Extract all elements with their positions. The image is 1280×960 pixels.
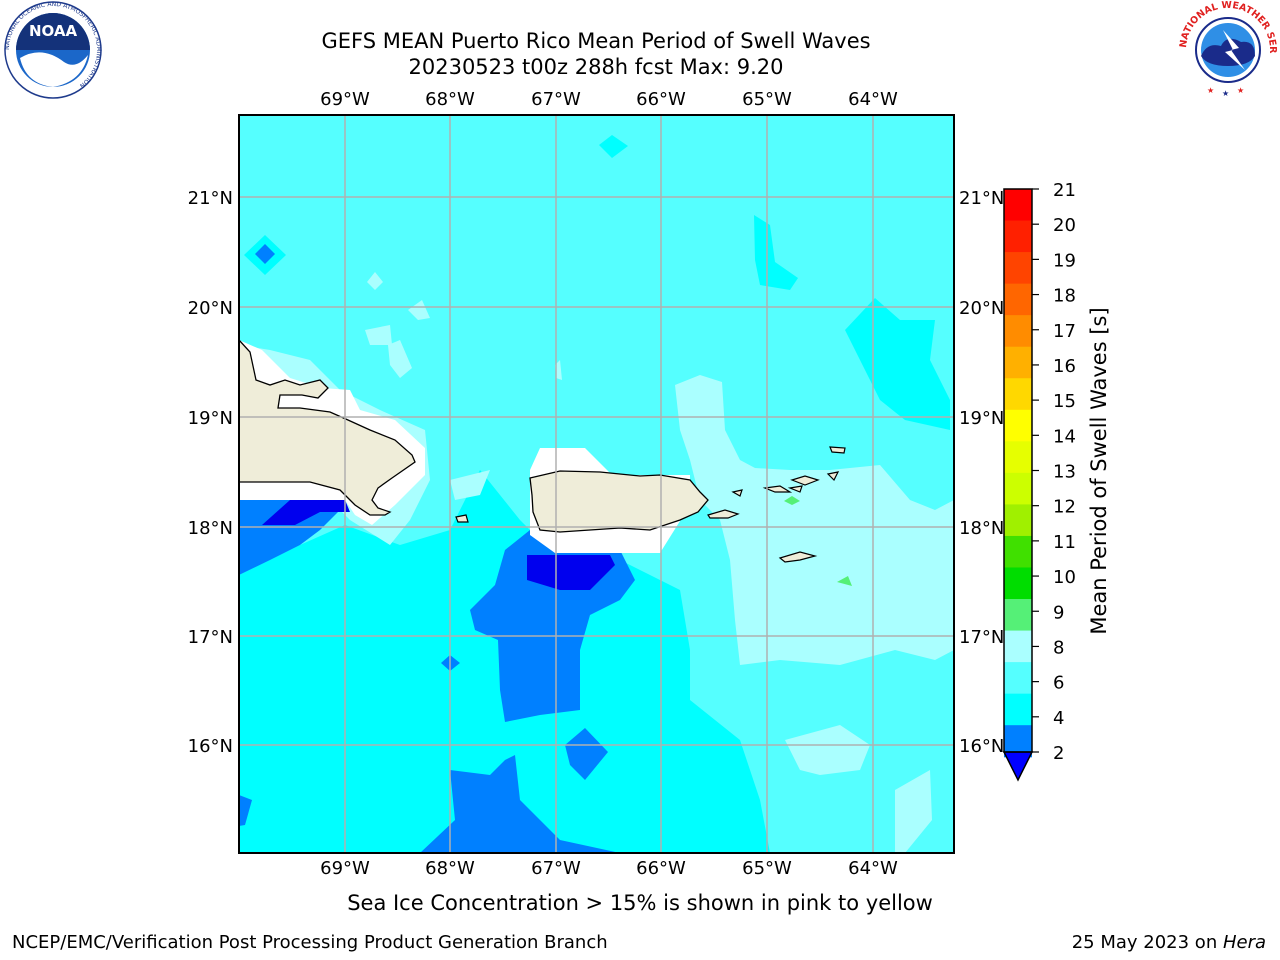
field-2-4s-west [239,500,340,575]
colorbar-tick-label: 15 [1053,391,1076,412]
colorbar-tick-label: 13 [1053,462,1076,483]
gridlines [239,115,954,853]
sea-ice-note: Sea Ice Concentration > 15% is shown in … [347,891,933,915]
colorbar: 21 20 19 18 17 16 15 14 13 12 11 10 9 8 6 4 2 [1002,180,1076,782]
colorbar-tick-label: 11 [1053,532,1076,553]
lat-labels-left: 21°N 20°N 19°N 18°N 17°N 16°N [188,188,233,757]
lat-label: 19°N [188,408,233,429]
lon-label: 65°W [742,89,792,110]
colorbar-band [1004,535,1032,569]
colorbar-band [1004,567,1032,600]
map-frame [238,114,955,854]
land-hispaniola [239,339,416,516]
colorbar-tick-label: 19 [1053,250,1076,271]
colorbar-tick-label: 9 [1053,602,1064,623]
lat-label: 20°N [188,298,233,319]
colorbar-band [1004,346,1032,379]
chart-title: GEFS MEAN Puerto Rico Mean Period of Swe… [321,29,871,53]
lat-label: 18°N [188,518,233,539]
svg-text:★: ★ [1222,89,1229,98]
lon-label: 67°W [531,89,581,110]
noaa-logo-text: NOAA [29,22,78,40]
lat-labels-right: 21°N 20°N 19°N 18°N 17°N 16°N [959,188,1004,757]
field-9-10s [784,496,800,505]
colorbar-band [1004,693,1032,726]
lon-label: 64°W [848,858,898,879]
colorbar-tick-label: 14 [1053,426,1076,447]
colorbar-tick-label: 12 [1053,497,1076,518]
lat-label: 21°N [959,188,1004,209]
noaa-logo: NATIONAL OCEANIC AND ATMOSPHERIC ADMINIS… [4,1,102,99]
lat-label: 18°N [959,518,1004,539]
lon-label: 67°W [531,858,581,879]
lon-label: 69°W [320,89,370,110]
colorbar-tick-label: 21 [1053,180,1076,201]
colorbar-band [1004,220,1032,253]
colorbar-tick-label: 6 [1053,673,1064,694]
colorbar-band [1004,599,1032,632]
colorbar-band [1004,662,1032,695]
colorbar-band [1004,378,1032,411]
svg-text:★: ★ [1237,86,1244,95]
lon-label: 69°W [320,858,370,879]
footer-date: 25 May 2023 on Hera [1071,932,1266,953]
colorbar-tick-label: 17 [1053,321,1076,342]
colorbar-label: Mean Period of Swell Waves [s] [1087,307,1111,634]
colorbar-band [1004,472,1032,506]
colorbar-band [1004,283,1032,316]
lon-labels-bottom: 69°W 68°W 67°W 66°W 65°W 64°W [320,858,898,879]
colorbar-band [1004,409,1032,442]
lon-label: 68°W [425,89,475,110]
colorbar-band [1004,252,1032,285]
colorbar-band [1004,315,1032,348]
colorbar-band [1004,630,1032,663]
colorbar-tick-label: 8 [1053,637,1064,658]
lat-label: 16°N [188,736,233,757]
lat-label: 17°N [959,627,1004,648]
lat-label: 17°N [188,627,233,648]
colorbar-tick-label: 10 [1053,567,1076,588]
chart-subtitle: 20230523 t00z 288h fcst Max: 9.20 [408,55,784,79]
lon-label: 66°W [636,858,686,879]
lat-label: 16°N [959,736,1004,757]
lat-label: 20°N [959,298,1004,319]
field-8-9s-east [675,375,954,665]
colorbar-tick-label: 2 [1053,743,1064,764]
footer-credit: NCEP/EMC/Verification Post Processing Pr… [12,932,608,953]
land-puerto-rico [529,470,709,533]
lon-labels-top: 69°W 68°W 67°W 66°W 65°W 64°W [320,89,898,110]
lat-label: 21°N [188,188,233,209]
lat-label: 19°N [959,408,1004,429]
swell-period-field [239,115,954,853]
colorbar-band [1004,189,1032,222]
colorbar-tick-label: 18 [1053,286,1076,307]
colorbar-band [1004,504,1032,537]
colorbar-extend-arrow [1002,751,1034,782]
lon-label: 64°W [848,89,898,110]
colorbar-tick-label: 4 [1053,708,1064,729]
colorbar-tick-label: 20 [1053,215,1076,236]
lon-label: 65°W [742,858,792,879]
colorbar-tick-label: 16 [1053,356,1076,377]
colorbar-band [1004,441,1032,474]
lon-label: 68°W [425,858,475,879]
svg-text:★: ★ [1207,86,1214,95]
field-below-2s [262,500,350,525]
lon-label: 66°W [636,89,686,110]
nws-logo: NATIONAL WEATHER SERVICE ★ ★ ★ [1177,0,1278,98]
